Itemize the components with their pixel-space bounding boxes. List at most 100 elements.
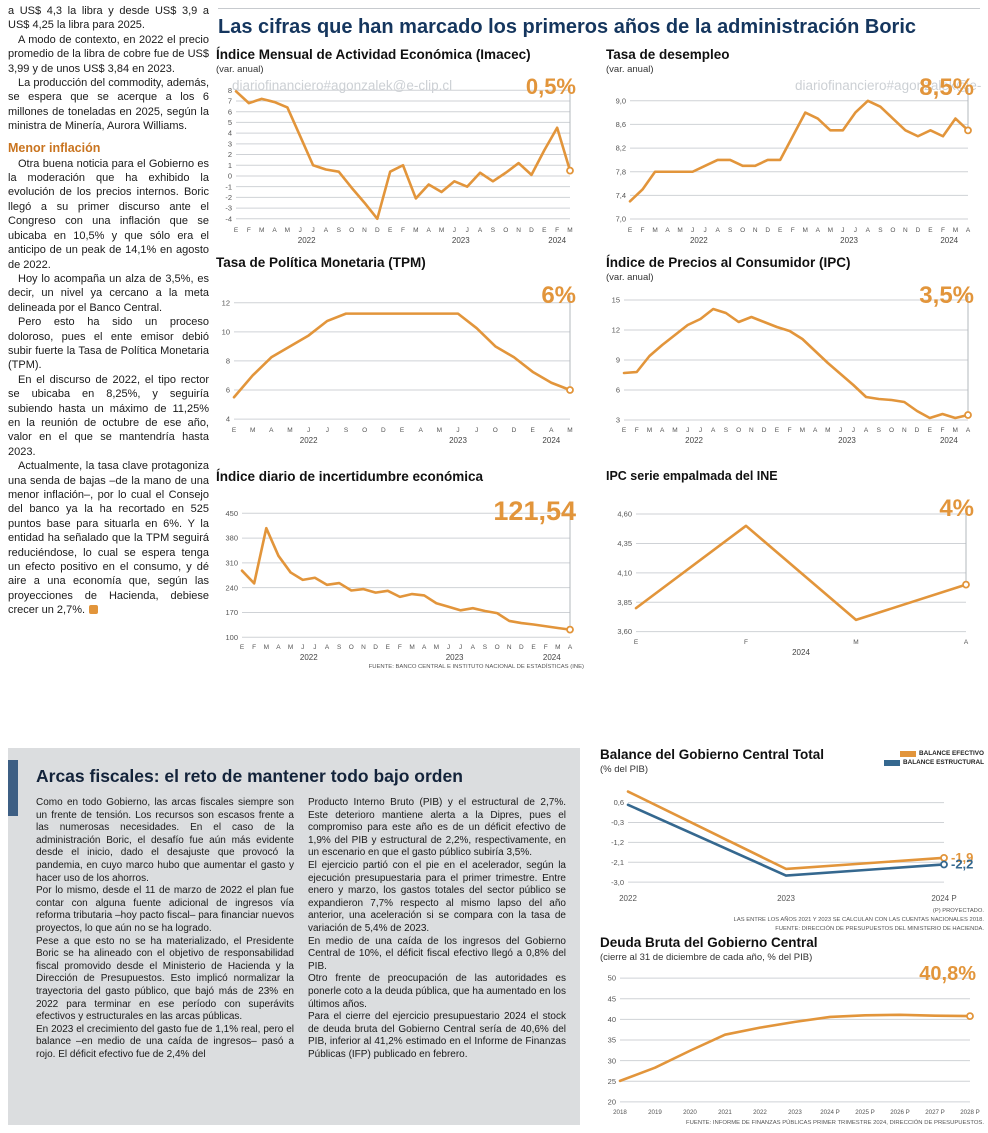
- chart-unemployment: Tasa de desempleo (var. anual) 9,0 8,6 8,2…: [606, 47, 982, 246]
- svg-text:M: M: [259, 227, 264, 234]
- svg-text:J: J: [686, 427, 689, 434]
- svg-text:2024: 2024: [940, 436, 958, 445]
- chart-title: Tasa de desempleo: [606, 47, 730, 62]
- svg-text:M: M: [285, 227, 290, 234]
- svg-text:E: E: [928, 427, 933, 434]
- svg-text:S: S: [728, 227, 733, 234]
- chart-source-note: FUENTE: BANCO CENTRAL E INSTITUTO NACION…: [368, 664, 584, 670]
- svg-text:2022: 2022: [300, 436, 318, 445]
- chart-highlight-value: 4%: [939, 494, 974, 522]
- svg-text:D: D: [765, 227, 770, 234]
- svg-text:F: F: [555, 227, 559, 234]
- header-rule: [218, 8, 980, 9]
- svg-text:O: O: [740, 227, 745, 234]
- legend-label: BALANCE EFECTIVO: [919, 750, 984, 757]
- svg-text:D: D: [373, 644, 378, 651]
- svg-text:N: N: [516, 227, 521, 234]
- svg-text:5: 5: [228, 118, 232, 127]
- svg-text:O: O: [736, 427, 741, 434]
- chart-highlight-value: 40,8%: [919, 962, 976, 985]
- svg-text:2025 P: 2025 P: [855, 1109, 875, 1116]
- svg-text:2022: 2022: [300, 653, 318, 662]
- svg-text:380: 380: [225, 534, 238, 543]
- svg-text:A: A: [324, 227, 329, 234]
- svg-text:45: 45: [608, 994, 616, 1003]
- svg-text:-4: -4: [225, 214, 232, 223]
- chart-subtitle: (var. anual): [216, 63, 264, 75]
- article-paragraphs-top: a US$ 4,3 la libra y desde US$ 3,9 a US$…: [8, 4, 209, 134]
- svg-text:M: M: [413, 227, 418, 234]
- paragraph: Como en todo Gobierno, las arcas fiscale…: [36, 797, 294, 884]
- svg-text:J: J: [699, 427, 702, 434]
- svg-text:10: 10: [222, 327, 230, 336]
- svg-text:M: M: [800, 427, 805, 434]
- paragraph: (P) PROYECTADO.: [932, 908, 984, 915]
- svg-text:F: F: [788, 427, 792, 434]
- svg-text:-1: -1: [225, 182, 232, 191]
- paragraph: A modo de contexto, en 2022 el precio pr…: [8, 33, 209, 75]
- svg-text:20: 20: [608, 1097, 616, 1106]
- svg-text:M: M: [434, 644, 439, 651]
- fiscal-panel: Arcas fiscales: el reto de mantener todo…: [8, 748, 580, 1125]
- svg-text:J: J: [839, 427, 842, 434]
- svg-text:M: M: [647, 427, 652, 434]
- paragraph: Otra buena noticia para el Gobierno es l…: [8, 157, 209, 271]
- svg-text:A: A: [272, 227, 277, 234]
- chart-legend: BALANCE EFECTIVO BALANCE ESTRUCTURAL: [884, 748, 984, 766]
- svg-text:J: J: [852, 427, 855, 434]
- svg-text:100: 100: [225, 633, 238, 642]
- svg-text:A: A: [964, 639, 969, 646]
- paragraph: Otro frente de preocupación de las autor…: [308, 973, 566, 1010]
- chart-central-government-balance: Balance del Gobierno Central Total (% de…: [600, 747, 984, 934]
- legend-label: BALANCE ESTRUCTURAL: [903, 759, 984, 766]
- svg-text:2023: 2023: [446, 653, 464, 662]
- svg-text:170: 170: [225, 608, 238, 617]
- svg-text:F: F: [247, 227, 251, 234]
- svg-text:O: O: [349, 227, 354, 234]
- svg-text:E: E: [232, 427, 237, 434]
- chart-plot-area: 4,60 4,35 4,10 3,85 3,60 E F M A 2024 4%: [606, 494, 982, 658]
- svg-text:M: M: [437, 427, 442, 434]
- svg-text:A: A: [715, 227, 720, 234]
- svg-text:S: S: [344, 427, 349, 434]
- svg-text:2022: 2022: [619, 894, 637, 903]
- chart-plot-area: 15 12 9 6 3 E F M A M J J A S O N D E F M A M J J A S O N D E F M A 2022 2…: [606, 281, 982, 446]
- svg-text:M: M: [567, 427, 572, 434]
- chart-title: Balance del Gobierno Central Total: [600, 747, 825, 762]
- paragraph: Para el cierre del ejercicio presupuesta…: [308, 1011, 566, 1060]
- svg-text:2026 P: 2026 P: [890, 1109, 910, 1116]
- chart-source-note: FUENTE: INFORME DE FINANZAS PÚBLICAS PRI…: [686, 1120, 984, 1126]
- svg-text:2024: 2024: [543, 653, 561, 662]
- svg-text:F: F: [252, 644, 256, 651]
- chart-highlight-value: 3,5%: [919, 281, 974, 309]
- svg-text:F: F: [641, 227, 645, 234]
- svg-text:A: A: [549, 427, 554, 434]
- svg-text:J: J: [841, 227, 844, 234]
- chart-ipc-spliced-series: IPC serie empalmada del INE 4,60 4,35 4,10…: [606, 469, 982, 658]
- svg-text:S: S: [877, 427, 882, 434]
- svg-text:12: 12: [612, 325, 620, 334]
- chart-svg: 9,08,68,27,87,47,0E F M A M J J A S O N D E F M A M J J A S O…: [616, 87, 972, 245]
- svg-text:N: N: [753, 227, 758, 234]
- chart-tpm: Tasa de Política Monetaria (TPM) 12 10 8 6 4…: [216, 255, 584, 446]
- paragraph: Hoy lo acompaña un alza de 3,5%, es deci…: [8, 272, 209, 314]
- chart-title: IPC serie empalmada del INE: [606, 469, 778, 483]
- svg-text:N: N: [749, 427, 754, 434]
- svg-text:M: M: [828, 227, 833, 234]
- svg-text:E: E: [531, 644, 536, 651]
- svg-text:N: N: [361, 644, 366, 651]
- svg-text:M: M: [439, 227, 444, 234]
- svg-text:M: M: [652, 227, 657, 234]
- svg-text:M: M: [825, 427, 830, 434]
- svg-text:-0,3: -0,3: [611, 818, 624, 827]
- svg-text:M: M: [287, 427, 292, 434]
- svg-text:O: O: [890, 227, 895, 234]
- svg-text:J: J: [703, 227, 706, 234]
- svg-text:E: E: [775, 427, 780, 434]
- svg-text:E: E: [400, 427, 405, 434]
- svg-text:E: E: [778, 227, 783, 234]
- svg-text:4,60: 4,60: [617, 509, 632, 518]
- svg-text:8,2: 8,2: [616, 144, 626, 153]
- svg-text:3: 3: [228, 139, 232, 148]
- svg-text:4,10: 4,10: [617, 568, 632, 577]
